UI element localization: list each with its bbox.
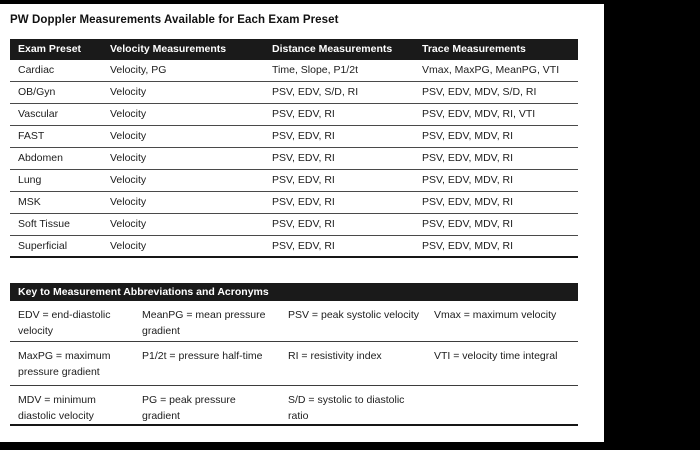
cell-velocity-measurements: Velocity <box>110 108 147 120</box>
key-cell-ri: RI = resistivity index <box>288 350 382 362</box>
table-row-cardiac: Cardiac Velocity, PG Time, Slope, P1/2t … <box>10 60 578 82</box>
cell-distance-measurements: PSV, EDV, RI <box>272 108 335 120</box>
cell-velocity-measurements: Velocity <box>110 174 147 186</box>
table-row-soft-tissue: Soft Tissue Velocity PSV, EDV, RI PSV, E… <box>10 214 578 236</box>
key-cell-mdv: MDV = minimum diastolic velocity <box>18 394 96 422</box>
table-row-lung: Lung Velocity PSV, EDV, RI PSV, EDV, MDV… <box>10 170 578 192</box>
key-cell-pg: PG = peak pressure gradient <box>142 394 236 422</box>
cell-exam-preset: Soft Tissue <box>18 218 70 230</box>
cell-velocity-measurements: Velocity, PG <box>110 64 167 76</box>
cell-velocity-measurements: Velocity <box>110 86 147 98</box>
key-row: MDV = minimum diastolic velocity PG = pe… <box>10 386 578 426</box>
key-row: MaxPG = maximum pressure gradient P1/2t … <box>10 342 578 386</box>
cell-velocity-measurements: Velocity <box>110 152 147 164</box>
page-title: PW Doppler Measurements Available for Ea… <box>10 14 339 26</box>
cell-trace-measurements: PSV, EDV, MDV, RI <box>422 174 514 186</box>
cell-trace-measurements: PSV, EDV, MDV, RI <box>422 218 514 230</box>
cell-trace-measurements: PSV, EDV, MDV, RI <box>422 240 514 252</box>
cell-exam-preset: Vascular <box>18 108 59 120</box>
exam-preset-table: Exam Preset Velocity Measurements Distan… <box>10 39 578 258</box>
cell-distance-measurements: PSV, EDV, RI <box>272 152 335 164</box>
cell-exam-preset: FAST <box>18 130 45 142</box>
cell-velocity-measurements: Velocity <box>110 196 147 208</box>
table-header-row: Exam Preset Velocity Measurements Distan… <box>10 39 578 60</box>
cell-trace-measurements: PSV, EDV, MDV, RI <box>422 130 514 142</box>
abbreviation-key-table: Key to Measurement Abbreviations and Acr… <box>10 283 578 426</box>
header-distance-measurements: Distance Measurements <box>272 43 393 55</box>
key-cell-p12t: P1/2t = pressure half-time <box>142 350 263 362</box>
key-cell-sd: S/D = systolic to diastolic ratio <box>288 394 405 422</box>
cell-distance-measurements: PSV, EDV, RI <box>272 196 335 208</box>
cell-velocity-measurements: Velocity <box>110 240 147 252</box>
cell-exam-preset: MSK <box>18 196 41 208</box>
cell-distance-measurements: PSV, EDV, RI <box>272 174 335 186</box>
cell-exam-preset: Abdomen <box>18 152 63 164</box>
cell-exam-preset: Superficial <box>18 240 68 252</box>
key-table-header: Key to Measurement Abbreviations and Acr… <box>10 283 578 301</box>
key-row: EDV = end-diastolic velocity MeanPG = me… <box>10 301 578 342</box>
cell-exam-preset: Lung <box>18 174 42 186</box>
key-cell-psv: PSV = peak systolic velocity <box>288 309 420 321</box>
table-row-vascular: Vascular Velocity PSV, EDV, RI PSV, EDV,… <box>10 104 578 126</box>
key-cell-edv: EDV = end-diastolic velocity <box>18 309 111 337</box>
cell-velocity-measurements: Velocity <box>110 130 147 142</box>
document-page: PW Doppler Measurements Available for Ea… <box>0 4 604 442</box>
key-cell-maxpg: MaxPG = maximum pressure gradient <box>18 350 111 378</box>
table-row-msk: MSK Velocity PSV, EDV, RI PSV, EDV, MDV,… <box>10 192 578 214</box>
table-row-superficial: Superficial Velocity PSV, EDV, RI PSV, E… <box>10 236 578 258</box>
cell-distance-measurements: PSV, EDV, S/D, RI <box>272 86 359 98</box>
cell-exam-preset: Cardiac <box>18 64 55 76</box>
cell-trace-measurements: PSV, EDV, MDV, RI <box>422 196 514 208</box>
header-trace-measurements: Trace Measurements <box>422 43 526 55</box>
cell-distance-measurements: PSV, EDV, RI <box>272 240 335 252</box>
cell-velocity-measurements: Velocity <box>110 218 147 230</box>
table-row-fast: FAST Velocity PSV, EDV, RI PSV, EDV, MDV… <box>10 126 578 148</box>
cell-trace-measurements: PSV, EDV, MDV, RI, VTI <box>422 108 536 120</box>
header-velocity-measurements: Velocity Measurements <box>110 43 227 55</box>
cell-trace-measurements: PSV, EDV, MDV, RI <box>422 152 514 164</box>
cell-exam-preset: OB/Gyn <box>18 86 56 98</box>
cell-trace-measurements: PSV, EDV, MDV, S/D, RI <box>422 86 537 98</box>
header-exam-preset: Exam Preset <box>18 43 82 55</box>
cell-trace-measurements: Vmax, MaxPG, MeanPG, VTI <box>422 64 560 76</box>
cell-distance-measurements: Time, Slope, P1/2t <box>272 64 358 76</box>
table-row-obgyn: OB/Gyn Velocity PSV, EDV, S/D, RI PSV, E… <box>10 82 578 104</box>
key-cell-empty <box>426 386 578 424</box>
table-row-abdomen: Abdomen Velocity PSV, EDV, RI PSV, EDV, … <box>10 148 578 170</box>
cell-distance-measurements: PSV, EDV, RI <box>272 218 335 230</box>
key-cell-vmax: Vmax = maximum velocity <box>434 309 557 321</box>
key-cell-vti: VTI = velocity time integral <box>434 350 558 362</box>
key-cell-meanpg: MeanPG = mean pressure gradient <box>142 309 266 337</box>
cell-distance-measurements: PSV, EDV, RI <box>272 130 335 142</box>
